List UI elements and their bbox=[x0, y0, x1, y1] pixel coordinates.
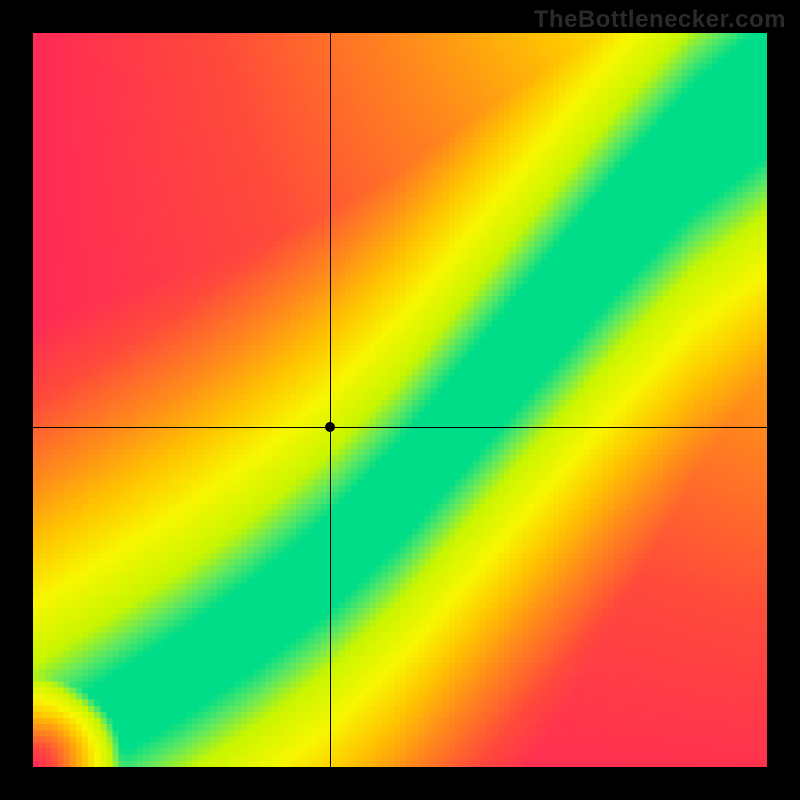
crosshair-marker bbox=[325, 422, 335, 432]
crosshair-horizontal bbox=[33, 427, 767, 428]
watermark-text: TheBottlenecker.com bbox=[534, 0, 800, 34]
bottleneck-heatmap bbox=[33, 33, 767, 767]
crosshair-vertical bbox=[330, 33, 331, 767]
